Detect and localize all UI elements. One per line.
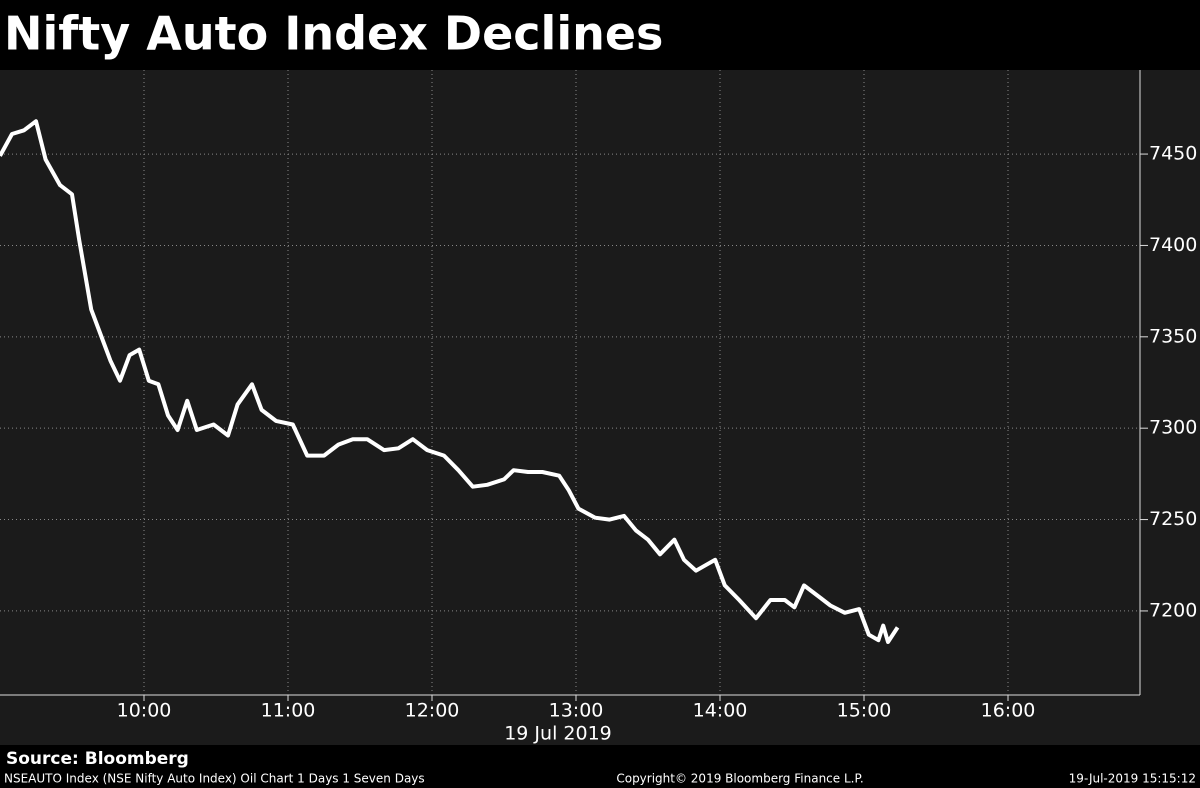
y-tick-label: 7250 xyxy=(1149,508,1197,530)
copyright: Copyright© 2019 Bloomberg Finance L.P. xyxy=(616,772,863,786)
x-tick-label: 10:00 xyxy=(117,700,172,722)
x-tick-label: 13:00 xyxy=(549,700,604,722)
x-axis-label: 19 Jul 2019 xyxy=(504,723,612,745)
y-tick-label: 7450 xyxy=(1149,143,1197,165)
description: NSEAUTO Index (NSE Nifty Auto Index) Oil… xyxy=(4,772,425,786)
timestamp: 19-Jul-2019 15:15:12 xyxy=(1069,772,1196,786)
source: Source: Bloomberg xyxy=(6,749,189,769)
x-tick-label: 14:00 xyxy=(693,700,748,722)
y-tick-label: 7350 xyxy=(1149,325,1197,347)
plot-background xyxy=(0,70,1200,745)
x-tick-label: 15:00 xyxy=(837,700,892,722)
y-tick-label: 7300 xyxy=(1149,417,1197,439)
y-tick-label: 7400 xyxy=(1149,234,1197,256)
x-tick-label: 12:00 xyxy=(405,700,460,722)
x-tick-label: 16:00 xyxy=(981,700,1036,722)
y-tick-label: 7200 xyxy=(1149,599,1197,621)
price-line xyxy=(0,119,900,644)
x-tick-label: 11:00 xyxy=(261,700,316,722)
chart-title: Nifty Auto Index Declines xyxy=(4,7,663,61)
